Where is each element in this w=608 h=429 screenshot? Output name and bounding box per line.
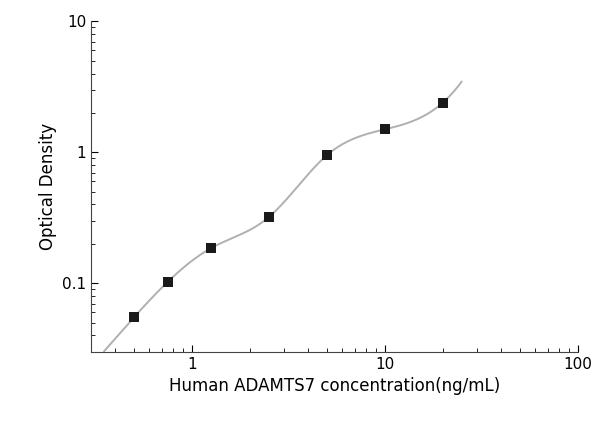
Point [264, 214, 274, 221]
X-axis label: Human ADAMTS7 concentration(ng/mL): Human ADAMTS7 concentration(ng/mL) [169, 377, 500, 395]
Point [380, 126, 390, 133]
Y-axis label: Optical Density: Optical Density [39, 123, 57, 250]
Point [438, 99, 447, 106]
Point [322, 152, 331, 159]
Point [129, 314, 139, 321]
Point [206, 245, 216, 252]
Point [163, 278, 173, 285]
